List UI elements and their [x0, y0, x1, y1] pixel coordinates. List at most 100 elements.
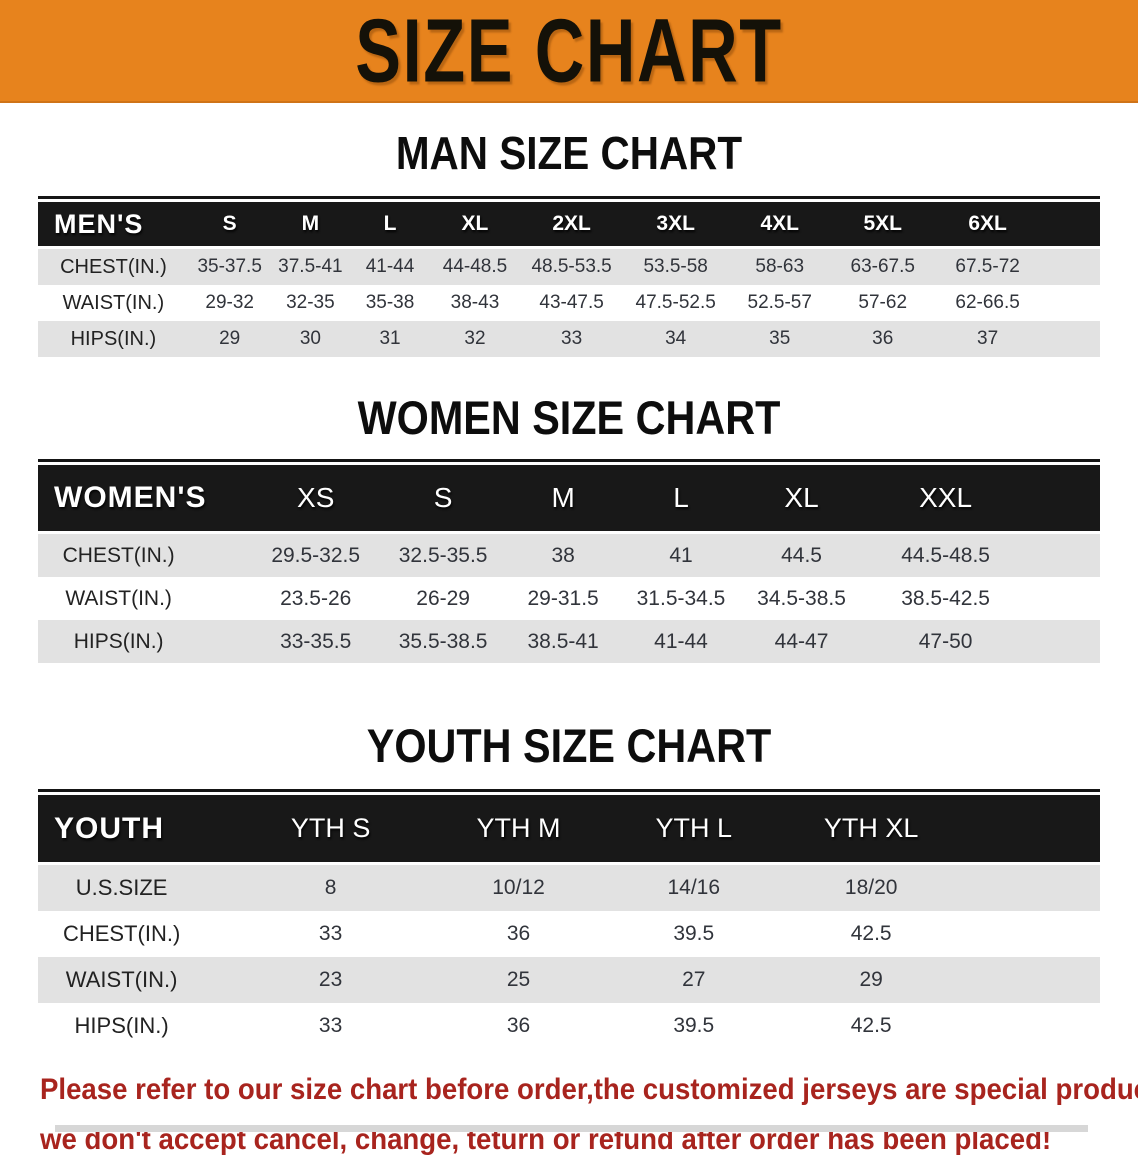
mens-table-label: MEN'S [38, 202, 189, 248]
size-value: 36 [430, 1003, 607, 1049]
order-policy-notice: Please refer to our size chart before or… [40, 1065, 1138, 1165]
size-value: 29 [781, 957, 1100, 1003]
size-value: 31.5-34.5 [623, 577, 739, 620]
measurement-row: WAIST(IN.) 23 25 27 29 [38, 957, 1100, 1003]
size-value: 26-29 [383, 577, 504, 620]
youth-size-section: YOUTH SIZE CHART YOUTH YTH S YTH M YTH L YT… [0, 719, 1138, 1049]
size-value: 41-44 [350, 247, 430, 285]
row-label: HIPS(IN.) [38, 620, 249, 663]
size-column-header: XXL [864, 465, 1100, 533]
size-value: 29-32 [188, 285, 271, 321]
size-value: 38-43 [429, 285, 521, 321]
size-value: 30 [270, 321, 351, 357]
size-value: 41-44 [623, 620, 739, 663]
size-value: 42.5 [781, 911, 1100, 957]
mens-section-heading: MAN SIZE CHART [395, 127, 743, 179]
size-value: 36 [430, 911, 607, 957]
size-column-header: S [383, 465, 504, 533]
size-value: 39.5 [606, 1003, 782, 1049]
size-value: 33 [230, 911, 431, 957]
size-value: 44-48.5 [429, 247, 521, 285]
size-value: 27 [606, 957, 782, 1003]
size-value: 14/16 [606, 863, 782, 911]
size-value: 33-35.5 [248, 620, 384, 663]
size-value: 10/12 [430, 863, 607, 911]
womens-size-table: WOMEN'S XS S M L XL XXL CHEST(IN.) 29.5-32.5 32… [38, 459, 1100, 663]
row-label: WAIST(IN.) [38, 285, 189, 321]
measurement-row: WAIST(IN.) 23.5-26 26-29 29-31.5 31.5-34.5 34… [38, 577, 1100, 620]
size-column-header: 4XL [728, 202, 832, 248]
size-value: 44.5-48.5 [864, 532, 1100, 577]
size-value: 33 [520, 321, 624, 357]
size-value: 38.5-42.5 [864, 577, 1100, 620]
size-column-header: YTH XL [781, 795, 1100, 864]
bottom-edge-divider [55, 1125, 1088, 1132]
womens-section-heading: WOMEN SIZE CHART [357, 391, 781, 444]
size-column-header: S [188, 202, 271, 248]
row-label: HIPS(IN.) [38, 1003, 231, 1049]
measurement-row: CHEST(IN.) 35-37.5 37.5-41 41-44 44-48.5 48.5… [38, 247, 1100, 285]
size-value: 31 [350, 321, 430, 357]
row-label: CHEST(IN.) [38, 532, 249, 577]
size-value: 47-50 [864, 620, 1100, 663]
size-value: 35.5-38.5 [383, 620, 504, 663]
womens-table-label: WOMEN'S [38, 465, 249, 533]
size-value: 67.5-72 [934, 247, 1100, 285]
size-value: 37.5-41 [270, 247, 351, 285]
mens-size-table: MEN'S S M L XL 2XL 3XL 4XL 5XL 6XL CHEST(IN.) 35-… [38, 196, 1100, 357]
size-column-header: L [350, 202, 430, 248]
row-label: WAIST(IN.) [38, 957, 231, 1003]
measurement-row: CHEST(IN.) 29.5-32.5 32.5-35.5 38 41 44.5 44.5… [38, 532, 1100, 577]
size-value: 57-62 [831, 285, 935, 321]
size-column-header: L [623, 465, 739, 533]
size-column-header: 6XL [934, 202, 1100, 248]
order-policy-line-2: we don't accept cancel, change, teturn o… [40, 1123, 1052, 1156]
youth-size-table: YOUTH YTH S YTH M YTH L YTH XL U.S.SIZE 8 10/… [38, 789, 1100, 1049]
measurement-row: HIPS(IN.) 33-35.5 35.5-38.5 38.5-41 41-44 44-… [38, 620, 1100, 663]
womens-header-row: WOMEN'S XS S M L XL XXL [38, 465, 1100, 533]
size-value: 36 [831, 321, 935, 357]
size-value: 29 [188, 321, 271, 357]
size-value: 43-47.5 [520, 285, 624, 321]
measurement-row: U.S.SIZE 8 10/12 14/16 18/20 [38, 863, 1100, 911]
size-value: 33 [230, 1003, 431, 1049]
size-value: 23.5-26 [248, 577, 384, 620]
size-column-header: YTH S [230, 795, 431, 864]
size-value: 38 [503, 532, 624, 577]
size-value: 58-63 [728, 247, 832, 285]
size-value: 32 [429, 321, 521, 357]
size-column-header: XL [429, 202, 521, 248]
size-value: 52.5-57 [728, 285, 832, 321]
size-value: 32.5-35.5 [383, 532, 504, 577]
size-column-header: M [270, 202, 351, 248]
size-value: 53.5-58 [623, 247, 729, 285]
row-label: U.S.SIZE [38, 863, 231, 911]
size-value: 44-47 [738, 620, 865, 663]
size-value: 39.5 [606, 911, 782, 957]
size-value: 25 [430, 957, 607, 1003]
size-column-header: 5XL [831, 202, 935, 248]
size-value: 47.5-52.5 [623, 285, 729, 321]
youth-section-heading: YOUTH SIZE CHART [366, 719, 772, 772]
size-value: 18/20 [781, 863, 1100, 911]
size-column-header: 3XL [623, 202, 729, 248]
measurement-row: CHEST(IN.) 33 36 39.5 42.5 [38, 911, 1100, 957]
size-value: 23 [230, 957, 431, 1003]
size-value: 37 [934, 321, 1100, 357]
size-value: 35-38 [350, 285, 430, 321]
size-value: 62-66.5 [934, 285, 1100, 321]
womens-size-section: WOMEN SIZE CHART WOMEN'S XS S M L XL XXL CHES… [0, 391, 1138, 663]
size-value: 41 [623, 532, 739, 577]
measurement-row: WAIST(IN.) 29-32 32-35 35-38 38-43 43-47.5 47.… [38, 285, 1100, 321]
row-label: WAIST(IN.) [38, 577, 249, 620]
measurement-row: HIPS(IN.) 29 30 31 32 33 34 35 36 37 [38, 321, 1100, 357]
size-column-header: YTH L [606, 795, 782, 864]
mens-size-section: MAN SIZE CHART MEN'S S M L XL 2XL 3XL 4XL 5XL 6X… [0, 127, 1138, 357]
size-column-header: XS [248, 465, 384, 533]
row-label: HIPS(IN.) [38, 321, 189, 357]
order-policy-line-1: Please refer to our size chart before or… [40, 1073, 1138, 1106]
size-value: 44.5 [738, 532, 865, 577]
page-title: SIZE CHART [355, 0, 783, 101]
size-value: 35 [728, 321, 832, 357]
size-chart-banner: SIZE CHART [0, 0, 1138, 103]
